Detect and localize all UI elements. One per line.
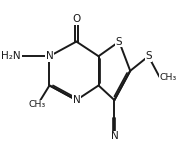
- Text: CH₃: CH₃: [29, 100, 46, 109]
- Text: S: S: [145, 51, 152, 61]
- Text: N: N: [72, 95, 80, 105]
- Text: H₂N: H₂N: [1, 51, 21, 61]
- Text: O: O: [72, 14, 80, 24]
- Text: CH₃: CH₃: [159, 73, 177, 81]
- Text: S: S: [116, 37, 122, 47]
- Text: N: N: [46, 51, 53, 61]
- Text: N: N: [111, 131, 118, 141]
